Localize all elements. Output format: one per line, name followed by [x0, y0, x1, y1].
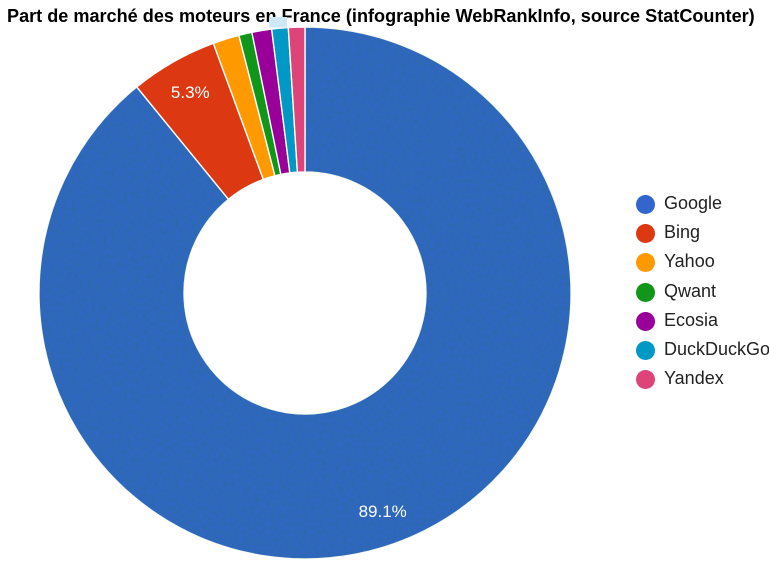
- svg-text:89.1%: 89.1%: [359, 502, 407, 521]
- svg-text:5.3%: 5.3%: [171, 83, 210, 102]
